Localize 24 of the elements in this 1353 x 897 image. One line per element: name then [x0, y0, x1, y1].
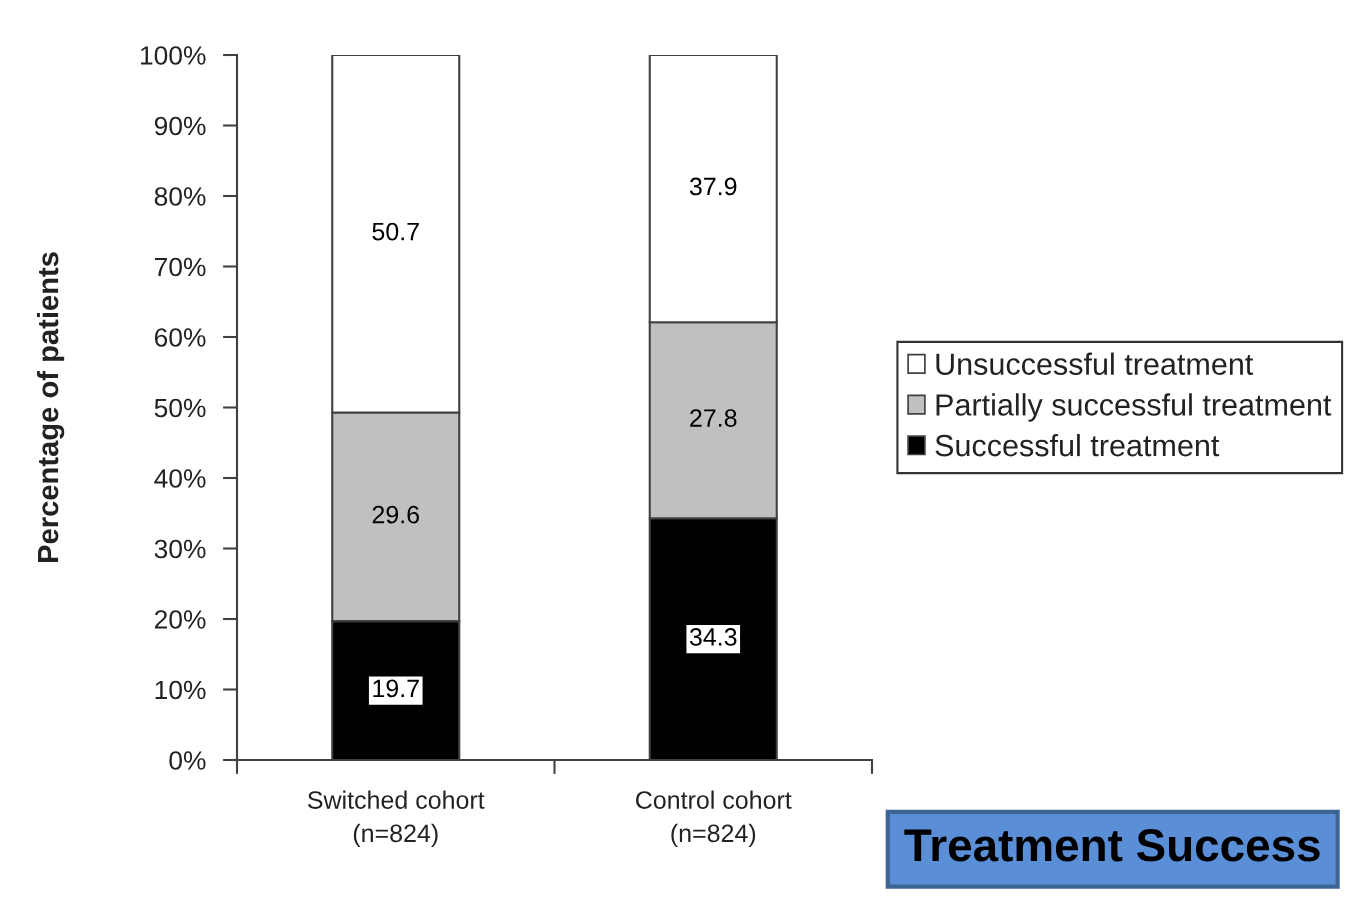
legend-label: Successful treatment	[935, 433, 1220, 457]
y-tick-label: 0%	[169, 751, 206, 770]
y-tick-label: 80%	[154, 187, 206, 206]
y-tick-label: 20%	[154, 610, 206, 629]
legend-label: Partially successful treatment	[936, 393, 1332, 422]
y-tick-label: 50%	[154, 398, 206, 418]
text: Treatment Success	[904, 829, 1320, 862]
data-label: 37.9	[689, 177, 737, 196]
data-label: 27.8	[690, 409, 737, 427]
data-label: 29.6	[372, 505, 419, 524]
y-tick-label: 70%	[154, 257, 206, 277]
y-tick-label: 40%	[154, 469, 206, 488]
data-label: 19.7	[373, 679, 419, 698]
x-tick-label: Control cohort (n=824)	[636, 790, 792, 848]
data-label: 50.7	[372, 222, 419, 241]
x-tick-label: Switched cohort (n=824)	[307, 790, 485, 848]
y-tick-label: 90%	[154, 116, 206, 136]
y-tick-label: 100%	[140, 46, 206, 65]
y-tick-label: 60%	[154, 328, 206, 347]
y-tick-label: 10%	[155, 680, 206, 700]
y-axis-title: Percentage of patients	[36, 252, 65, 562]
data-label: 34.3	[689, 628, 737, 646]
y-tick-label: 30%	[154, 539, 206, 559]
legend-label: Unsuccessful treatment	[936, 352, 1254, 375]
